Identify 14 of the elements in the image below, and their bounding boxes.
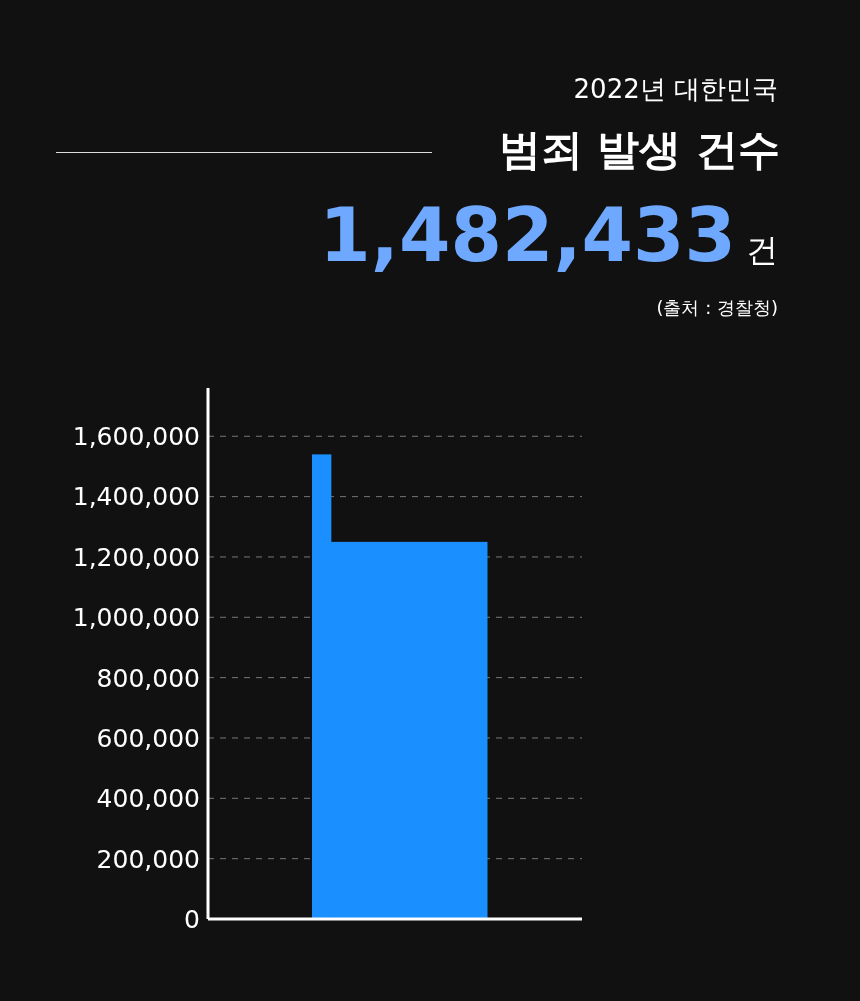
y-tick-label: 1,400,000 — [72, 482, 200, 512]
y-tick-label: 200,000 — [96, 844, 200, 874]
y-tick-label: 600,000 — [96, 723, 200, 753]
text: 건 — [746, 231, 778, 269]
text: 1,482,433 — [319, 192, 736, 278]
y-tick-label: 1,600,000 — [72, 422, 200, 452]
text: (출처 : 경찰청) — [656, 296, 778, 320]
text: 2022년 대한민국 — [573, 73, 778, 106]
y-tick-label: 800,000 — [96, 663, 200, 693]
y-tick-label: 1,000,000 — [72, 603, 200, 633]
y-tick-label: 400,000 — [96, 784, 200, 814]
y-tick-label: 0 — [184, 904, 200, 934]
chart-title: 범죄 발생 건수 — [498, 124, 780, 176]
y-tick-label: 1,200,000 — [72, 542, 200, 572]
